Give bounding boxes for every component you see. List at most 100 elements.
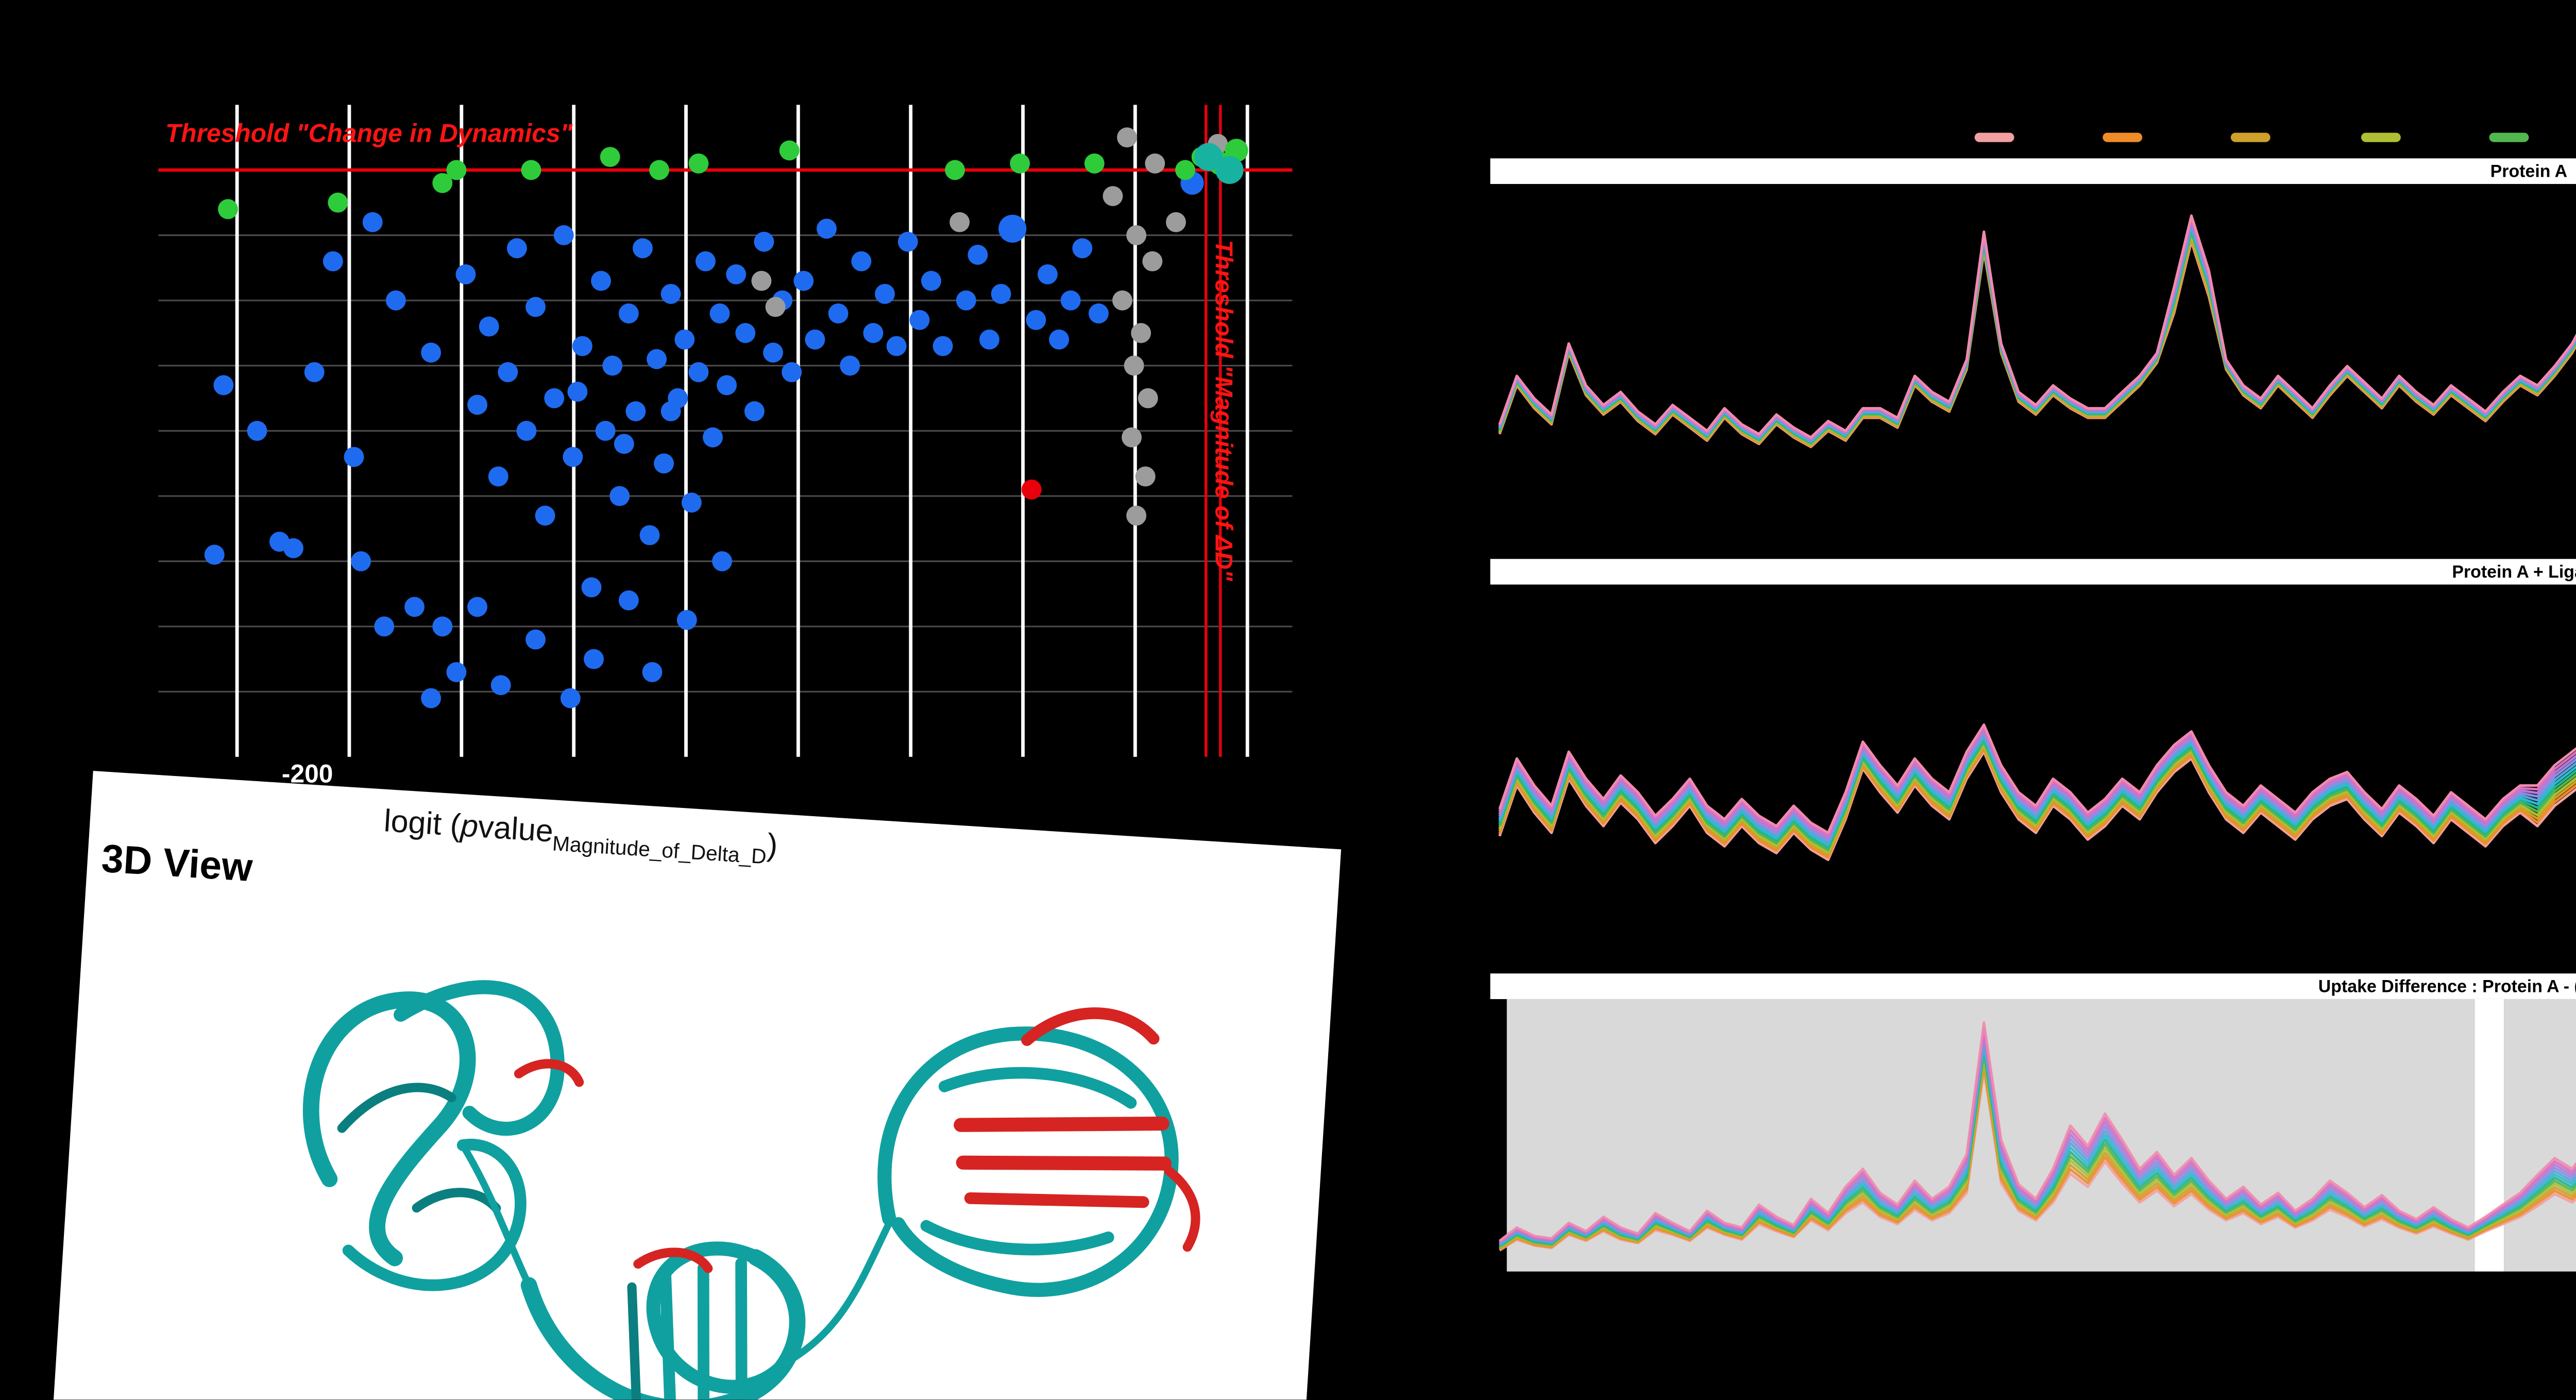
scatter-point-green [779, 140, 800, 161]
scatter-point-green [1084, 153, 1105, 174]
scatter-point-blue [863, 323, 884, 343]
threshold-dynamics-label: Threshold "Change in Dynamics" [165, 121, 573, 149]
scatter-point-blue [763, 342, 783, 363]
scatter-point-blue [660, 283, 681, 304]
ribbon-segment [697, 1262, 710, 1400]
scatter-point-gray [1166, 212, 1186, 232]
scatter-point-blue [479, 316, 499, 337]
uptake-line [1499, 1047, 2576, 1247]
scatter-point-blue [344, 447, 364, 467]
ribbon-segment-red [514, 1059, 584, 1087]
scatter-point-blue [595, 420, 616, 441]
scatter-point-blue [921, 271, 941, 291]
ribbon-segment [337, 1083, 456, 1133]
scatter-point-green [446, 160, 467, 180]
scatter-point-blue [660, 401, 681, 421]
scatter-point-blue [886, 336, 907, 357]
legend-dash[interactable] [1974, 132, 2014, 141]
uptake-line [1498, 238, 2576, 448]
scatter-point-blue [875, 283, 895, 304]
scatter-point-red [1021, 479, 1042, 500]
scatter-point-blue [735, 323, 756, 343]
xlabel-prefix: logit ( [383, 803, 462, 843]
uptake-line [1499, 1052, 2576, 1248]
ribbon-segment [627, 1282, 641, 1400]
scatter-point-gray [1138, 388, 1158, 409]
scatter-point-blue [726, 264, 747, 284]
scatter-point-blue [1037, 264, 1058, 284]
ribbon-segment-red [954, 1116, 1170, 1132]
scatter-point-gray [751, 271, 772, 291]
scatter-point-blue [647, 349, 667, 369]
scatter-point-gray [1126, 505, 1147, 526]
3d-view-card[interactable]: logit (pvalueMagnitude_of_Delta_D) 3D Vi… [47, 771, 1342, 1400]
scatter-point-gray [1103, 186, 1123, 206]
chart-title-text: Uptake Difference : Protein A - (Protein… [2318, 974, 2576, 996]
scatter-point-blue [404, 597, 425, 617]
scatter-point-blue [618, 303, 639, 324]
scatter-point-blue [467, 395, 487, 415]
uptake-line [1499, 1060, 2576, 1250]
ribbon-segment [520, 1249, 806, 1400]
xlabel-subscript: Magnitude_of_Delta_D [551, 832, 767, 869]
ribbon-segment-red [964, 1192, 1149, 1208]
scatter-point-green [649, 160, 669, 180]
chart-title-text: Protein A [2490, 159, 2568, 181]
scatter-point-blue [1088, 303, 1109, 324]
scatter-point-blue [304, 362, 325, 382]
uptake-line [1498, 723, 2576, 834]
timepoint-legend [1490, 128, 2576, 151]
chart-title-protein-a-ligand: Protein A + Ligand [1490, 559, 2576, 584]
scatter-point-blue [385, 290, 406, 311]
scatter-point-gray [1145, 153, 1165, 174]
volcano-xaxis-label: logit (pvalueMagnitude_of_Delta_D) [382, 803, 778, 869]
scatter-point-blue [544, 388, 565, 409]
scatter-point-blue [421, 688, 442, 709]
scatter-point-blue [968, 245, 988, 265]
scatter-point-green [432, 173, 453, 193]
scatter-point-blue [591, 271, 611, 291]
scatter-point-green [688, 153, 709, 174]
scatter-point-blue [979, 329, 999, 350]
scatter-point-blue [204, 545, 225, 565]
protein-structure[interactable] [169, 895, 1299, 1400]
scatter-point-blue [506, 238, 527, 259]
ribbon-segment [938, 1067, 1137, 1109]
scatter-point-gray [950, 212, 970, 232]
scatter-point-gray [765, 297, 786, 317]
scatter-point-blue [488, 466, 509, 487]
chart-title-uptake-difference: Uptake Difference : Protein A - (Protein… [1490, 973, 2576, 998]
ribbon-segment [920, 1220, 1114, 1256]
scatter-point-blue [688, 362, 709, 382]
ribbon-segment [659, 1269, 677, 1400]
scatter-point-blue [654, 453, 674, 474]
scatter-point-blue [909, 310, 930, 330]
scatter-point-blue [717, 375, 737, 395]
uptake-line [1498, 214, 2576, 439]
scatter-point-gray [1142, 251, 1163, 272]
ribbon-segment [394, 980, 565, 1136]
scatter-point-blue [897, 231, 918, 252]
scatter-point-green [1175, 160, 1195, 180]
uptake-line [1498, 219, 2576, 441]
uptake-line [1499, 1021, 2576, 1242]
scatter-point-blue [805, 329, 825, 350]
uptake-line [1499, 1065, 2576, 1251]
scatter-point-blue [639, 525, 660, 546]
legend-dash[interactable] [2488, 132, 2529, 141]
scatter-point-blue [467, 597, 487, 617]
legend-dash[interactable] [2231, 132, 2272, 141]
scatter-point-teal [1194, 143, 1223, 171]
scatter-point-blue [362, 212, 383, 232]
uptake-chart-protein-a[interactable] [1490, 184, 2576, 541]
uptake-difference-chart[interactable] [1490, 999, 2576, 1272]
legend-dash[interactable] [2103, 132, 2143, 141]
ribbon-segment [459, 1141, 533, 1289]
legend-dash[interactable] [2360, 132, 2400, 141]
volcano-plot[interactable]: Threshold "Change in Dynamics" Threshold… [158, 105, 1293, 757]
scatter-point-blue [490, 675, 511, 696]
scatter-point-blue [213, 375, 234, 395]
scatter-point-green [328, 192, 348, 213]
uptake-chart-protein-a-ligand[interactable] [1490, 584, 2576, 955]
